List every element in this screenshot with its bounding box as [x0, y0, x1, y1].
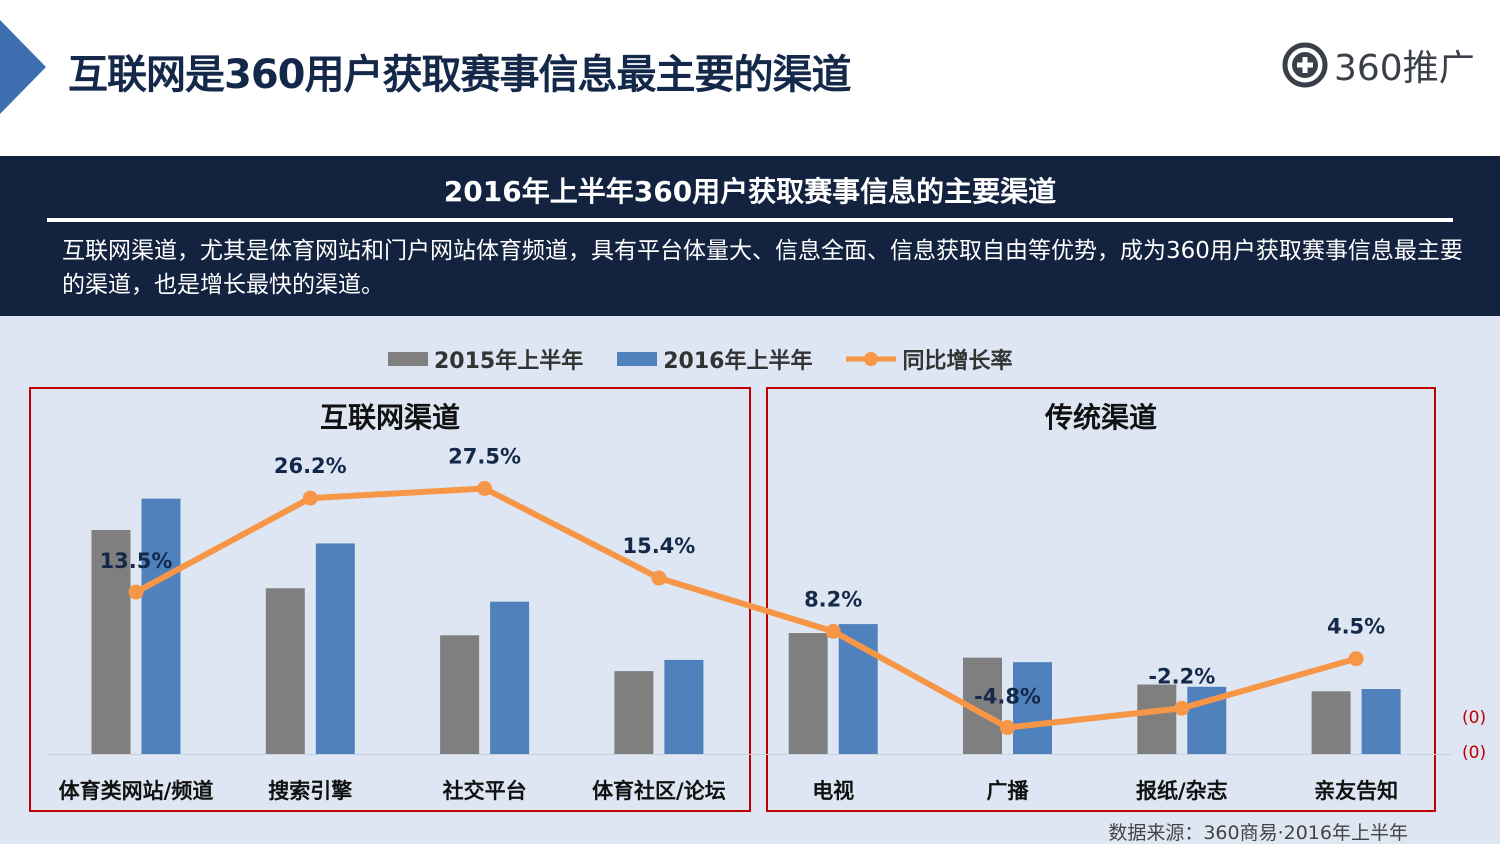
- title-arrow-icon: [0, 20, 46, 114]
- internet-channel-title: 互联网渠道: [319, 401, 461, 434]
- category-label-2: 社交平台: [442, 779, 527, 803]
- bar-2016-2: [490, 601, 530, 754]
- growth-label-7: 4.5%: [1327, 615, 1385, 639]
- legend-item-2016: 2016年上半年: [617, 343, 812, 375]
- legend-label-growth: 同比增长率: [902, 349, 1013, 374]
- bar-2015-2: [440, 635, 480, 754]
- data-source: 数据来源：360商易·2016年上半年: [1108, 822, 1408, 844]
- logo-text: 360推广: [1334, 48, 1475, 89]
- page-title: 互联网是360用户获取赛事信息最主要的渠道: [68, 52, 851, 98]
- category-label-5: 广播: [987, 779, 1030, 803]
- logo: 360推广: [1282, 40, 1475, 90]
- traditional-channel-title: 传统渠道: [1044, 401, 1158, 434]
- side-label-upper: (0): [1462, 708, 1487, 728]
- category-label-1: 搜索引擎: [268, 779, 352, 803]
- bar-2016-0: [141, 498, 181, 754]
- growth-point-0: [128, 584, 144, 600]
- growth-point-5: [1000, 720, 1015, 736]
- bar-2015-7: [1311, 691, 1351, 754]
- legend-label-2015: 2015年上半年: [434, 349, 584, 374]
- growth-rate-line: [134, 485, 1357, 731]
- bar-2016-3: [664, 659, 704, 754]
- growth-label-2: 27.5%: [448, 445, 521, 469]
- legend-label-2016: 2016年上半年: [663, 349, 813, 374]
- growth-point-1: [302, 490, 318, 506]
- category-label-3: 体育社区/论坛: [592, 779, 726, 803]
- band-description: 互联网渠道，尤其是体育网站和门户网站体育频道，具有平台体量大、信息全面、信息获取…: [62, 238, 1463, 298]
- legend-item-2015: 2015年上半年: [388, 343, 583, 375]
- legend-swatch-growth: [846, 352, 897, 366]
- band-divider: [47, 218, 1453, 222]
- category-label-4: 电视: [812, 779, 854, 803]
- bar-2015-6: [1137, 684, 1177, 754]
- bar-2016-1: [315, 543, 355, 754]
- internet-channel-box: [29, 387, 751, 812]
- growth-point-2: [477, 481, 493, 496]
- summary-band: [0, 156, 1500, 316]
- growth-label-4: 8.2%: [804, 587, 862, 611]
- bar-2015-3: [614, 671, 654, 754]
- growth-label-0: 13.5%: [100, 549, 173, 573]
- growth-label-5: -4.8%: [974, 685, 1041, 709]
- growth-point-7: [1348, 651, 1364, 667]
- logo-plus-icon: [1282, 42, 1328, 88]
- growth-point-3: [651, 570, 667, 586]
- bar-2016-7: [1361, 689, 1401, 754]
- bar-2016-5: [1013, 662, 1052, 754]
- category-label-0: 体育类网站/频道: [59, 779, 214, 803]
- chart-legend: 2015年上半年 2016年上半年 同比增长率: [388, 344, 1046, 374]
- side-label-lower: (0): [1462, 743, 1487, 763]
- bar-2015-0: [91, 530, 131, 754]
- category-label-6: 报纸/杂志: [1136, 779, 1228, 803]
- growth-label-6: -2.2%: [1148, 664, 1215, 688]
- legend-swatch-2016: [617, 352, 658, 366]
- traditional-channel-box: [766, 387, 1436, 812]
- growth-point-6: [1174, 700, 1190, 716]
- bar-2015-1: [265, 588, 305, 754]
- growth-point-4: [825, 623, 841, 639]
- header: 互联网是360用户获取赛事信息最主要的渠道 360推广: [0, 0, 1500, 156]
- legend-swatch-2015: [388, 352, 428, 366]
- band-title: 2016年上半年360用户获取赛事信息的主要渠道: [443, 175, 1057, 208]
- legend-item-growth: 同比增长率: [846, 343, 1012, 375]
- category-label-7: 亲友告知: [1314, 779, 1398, 803]
- growth-label-3: 15.4%: [622, 534, 695, 558]
- growth-label-1: 26.2%: [274, 454, 347, 478]
- bar-2015-4: [788, 633, 828, 754]
